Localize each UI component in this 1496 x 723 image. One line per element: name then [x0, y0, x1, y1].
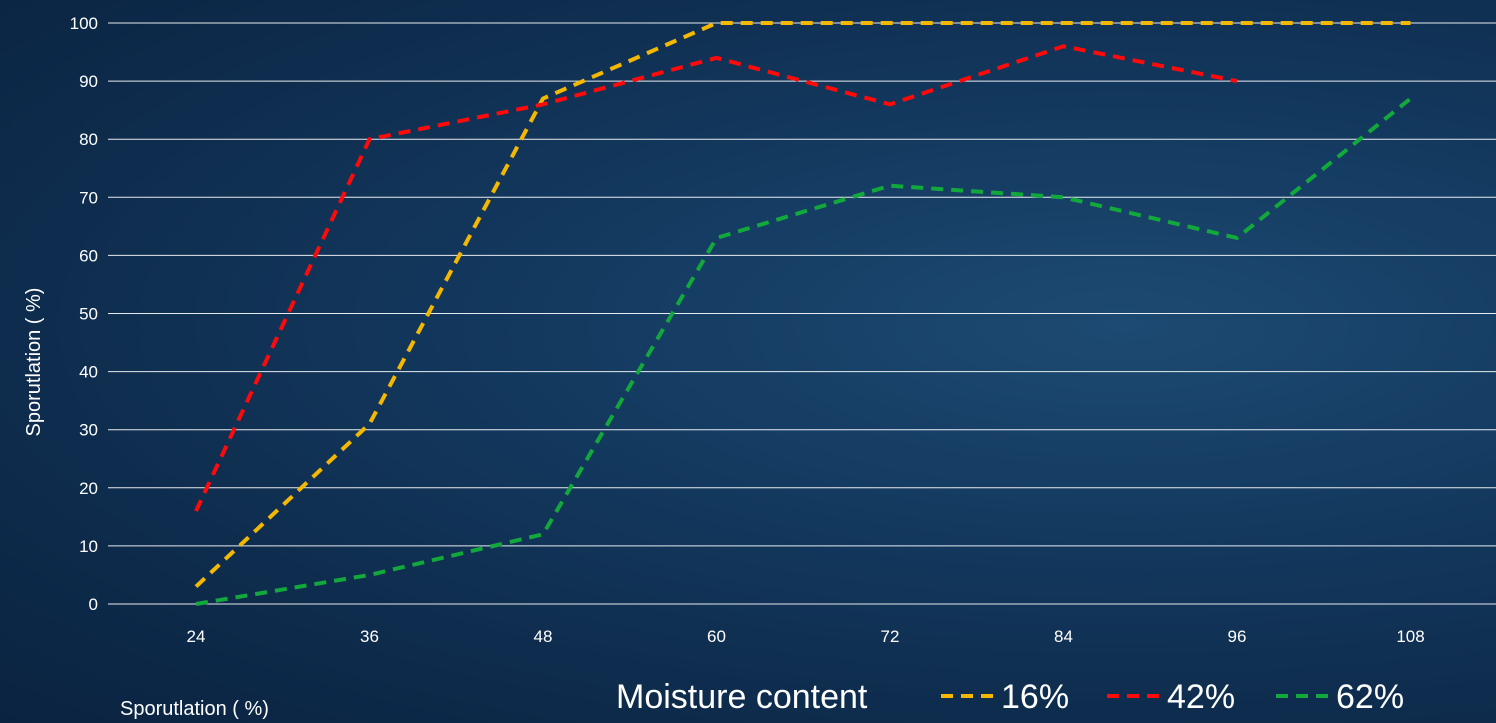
y-tick-label: 60	[79, 246, 98, 265]
legend-title: Moisture content	[616, 678, 868, 716]
y-axis-title: Sporutlation ( %)	[23, 288, 45, 437]
y-tick-label: 30	[79, 421, 98, 440]
y-tick-label: 70	[79, 188, 98, 207]
y-tick-label: 50	[79, 305, 98, 324]
x-tick-label: 96	[1228, 627, 1247, 646]
legend: Moisture content 16% 42% 62%	[616, 678, 1404, 716]
x-tick-label: 24	[187, 627, 206, 646]
y-tick-label: 0	[89, 595, 98, 614]
y-tick-label: 40	[79, 363, 98, 382]
gridlines	[108, 22, 1496, 605]
x-tick-label: 84	[1054, 627, 1073, 646]
y-tick-label: 20	[79, 479, 98, 498]
y-tick-label: 80	[79, 130, 98, 149]
y-tick-label: 90	[79, 72, 98, 91]
series-line-16pct	[194, 21, 1411, 589]
series-line-62pct	[195, 96, 1412, 606]
y-tick-label: 10	[79, 537, 98, 556]
x-tick-label: 36	[360, 627, 379, 646]
x-tick-label: 72	[881, 627, 900, 646]
x-axis-title: Sporutlation ( %)	[120, 698, 269, 720]
x-tick-label: 60	[707, 627, 726, 646]
x-tick-label: 108	[1396, 627, 1424, 646]
series-line-42pct	[194, 44, 1238, 512]
legend-label: 42%	[1167, 678, 1235, 716]
legend-label: 62%	[1336, 678, 1404, 716]
x-axis-ticks: 24 36 48 60 72 84 96 108	[187, 627, 1425, 646]
legend-label: 16%	[1001, 678, 1069, 716]
y-axis-ticks: 0 10 20 30 40 50 60 70 80 90 100	[70, 14, 98, 614]
series-lines	[194, 21, 1412, 606]
y-tick-label: 100	[70, 14, 98, 33]
x-tick-label: 48	[534, 627, 553, 646]
